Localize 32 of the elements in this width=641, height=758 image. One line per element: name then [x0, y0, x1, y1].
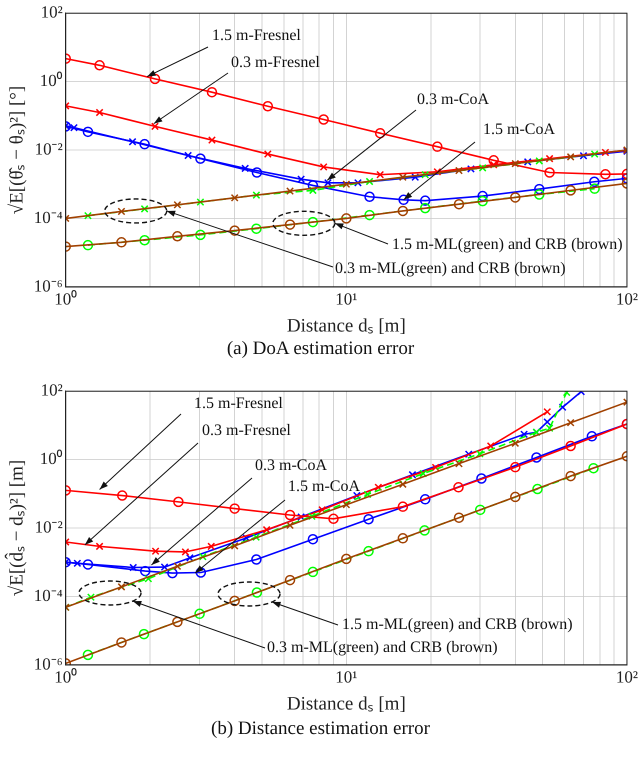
y-tick-label: 10²	[40, 380, 63, 400]
annotation: 1.5 m-ML(green) and CRB (brown)	[342, 616, 573, 634]
y-tick-label: 10²	[40, 2, 63, 22]
x-tick-label: 10²	[616, 667, 638, 686]
y-axis-title: √E[(d̂ₛ − dₛ)²] [m]	[4, 460, 28, 596]
annotation: 0.3 m-ML(green) and CRB (brown)	[335, 260, 566, 278]
x-tick-label: 10¹	[335, 289, 358, 308]
annotation: 0.3 m-CoA	[255, 457, 328, 474]
y-tick-label: 10⁻²	[34, 517, 63, 536]
y-tick-label: 10⁻⁴	[34, 586, 63, 605]
text: (a) DoA estimation error	[226, 338, 416, 360]
y-tick-label: 10⁻²	[34, 139, 63, 158]
y-tick-label: 10⁰	[40, 449, 63, 468]
y-tick-label: 10⁻⁴	[34, 208, 63, 227]
annotation: 0.3 m-Fresnel	[202, 422, 292, 440]
annotation: 0.3 m-ML(green) and CRB (brown)	[267, 639, 498, 656]
y-tick-label: 10⁰	[40, 71, 63, 90]
x-tick-label: 10²	[616, 289, 638, 308]
annotation: 0.3 m-CoA	[417, 91, 490, 108]
annotation: 1.5 m-Fresnel	[212, 27, 302, 44]
annotation: 1.5 m-Fresnel	[194, 395, 284, 412]
x-tick-label: 10¹	[335, 667, 358, 686]
y-axis-title: √E[(θ̂ₛ − θₛ)²] [°]	[6, 86, 28, 214]
annotation: 1.5 m-ML(green) and CRB (brown)	[392, 236, 623, 254]
annotation: 1.5 m-CoA	[483, 121, 556, 138]
x-tick-label: 10⁰	[54, 289, 78, 308]
x-tick-label: 10⁰	[54, 667, 78, 686]
annotation: 0.3 m-Fresnel	[231, 54, 320, 72]
text: (b) Distance estimation error	[210, 718, 431, 740]
annotation: 1.5 m-CoA	[288, 478, 360, 496]
x-axis-title: Distance dₛ [m]	[286, 316, 406, 337]
x-axis-title: Distance dₛ [m]	[286, 694, 406, 715]
